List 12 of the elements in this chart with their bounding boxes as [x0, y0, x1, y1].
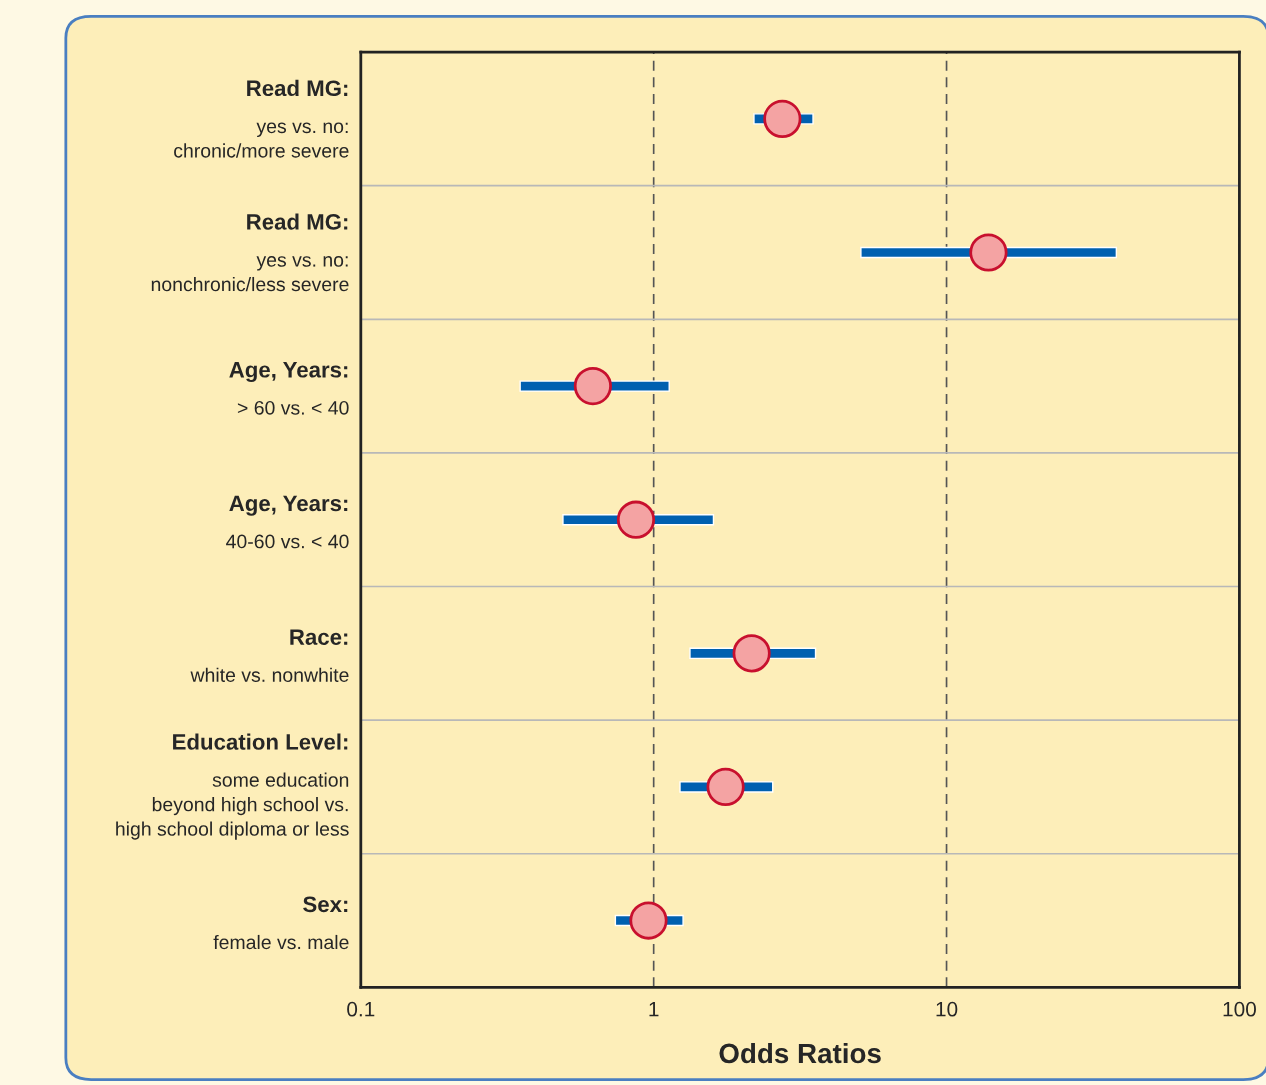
x-tick-label: 1	[649, 1002, 659, 1017]
y-tick-label: Education Level: some education beyond high school vs. high school diploma or less	[116, 733, 349, 840]
y-tick-label: Read MG: yes vs. no: nonchronic/less severe	[151, 213, 349, 292]
y-tick-label: Read MG: yes vs. no: chronic/more severe	[174, 79, 349, 158]
y-tick-label: Age, Years: > 60 vs. < 40	[229, 362, 349, 415]
x-tick-label: 10	[936, 1001, 958, 1017]
x-tick-label: 0.1	[347, 1001, 375, 1017]
x-tick-label: 100	[1223, 1001, 1256, 1017]
x-axis-title: Odds Ratios	[719, 1042, 881, 1064]
y-tick-label: Sex: female vs. male	[213, 896, 349, 950]
y-tick-label: Age, Years: 40-60 vs. < 40	[226, 495, 349, 549]
y-tick-label: Race: white vs. nonwhite	[190, 629, 349, 682]
